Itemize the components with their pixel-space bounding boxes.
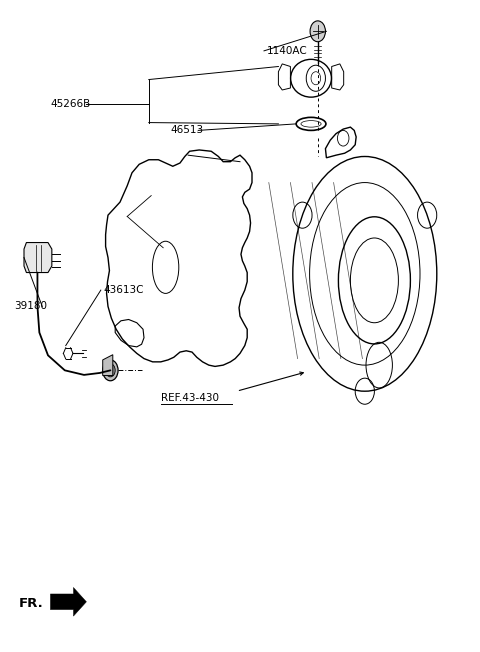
Text: 1140AC: 1140AC (266, 46, 307, 56)
Polygon shape (24, 243, 52, 273)
Polygon shape (50, 587, 86, 616)
Circle shape (106, 364, 115, 377)
Text: 45266B: 45266B (50, 99, 91, 110)
Text: REF.43-430: REF.43-430 (161, 393, 219, 403)
Text: 43613C: 43613C (103, 285, 144, 295)
Text: 39180: 39180 (14, 301, 48, 312)
Ellipse shape (103, 360, 118, 381)
Text: FR.: FR. (19, 597, 44, 610)
Text: 46513: 46513 (170, 125, 204, 136)
Polygon shape (103, 355, 113, 376)
Circle shape (310, 21, 325, 42)
